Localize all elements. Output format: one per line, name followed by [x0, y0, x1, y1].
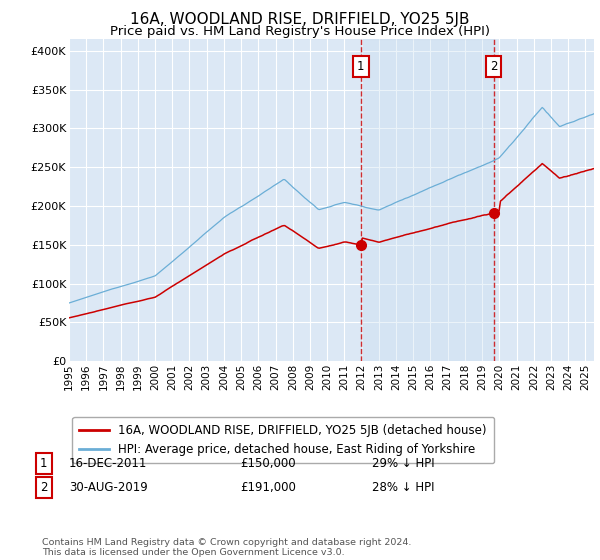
- Text: 28% ↓ HPI: 28% ↓ HPI: [372, 480, 434, 494]
- Text: 1: 1: [357, 60, 365, 73]
- Text: Price paid vs. HM Land Registry's House Price Index (HPI): Price paid vs. HM Land Registry's House …: [110, 25, 490, 38]
- Text: 16-DEC-2011: 16-DEC-2011: [69, 457, 148, 470]
- Text: 2: 2: [490, 60, 497, 73]
- Text: Contains HM Land Registry data © Crown copyright and database right 2024.
This d: Contains HM Land Registry data © Crown c…: [42, 538, 412, 557]
- Legend: 16A, WOODLAND RISE, DRIFFIELD, YO25 5JB (detached house), HPI: Average price, de: 16A, WOODLAND RISE, DRIFFIELD, YO25 5JB …: [72, 417, 494, 463]
- Text: £191,000: £191,000: [240, 480, 296, 494]
- Text: 16A, WOODLAND RISE, DRIFFIELD, YO25 5JB: 16A, WOODLAND RISE, DRIFFIELD, YO25 5JB: [130, 12, 470, 27]
- Text: 29% ↓ HPI: 29% ↓ HPI: [372, 457, 434, 470]
- Text: 30-AUG-2019: 30-AUG-2019: [69, 480, 148, 494]
- Text: £150,000: £150,000: [240, 457, 296, 470]
- Bar: [361, 39, 494, 361]
- Text: 1: 1: [40, 457, 47, 470]
- Text: 2: 2: [40, 480, 47, 494]
